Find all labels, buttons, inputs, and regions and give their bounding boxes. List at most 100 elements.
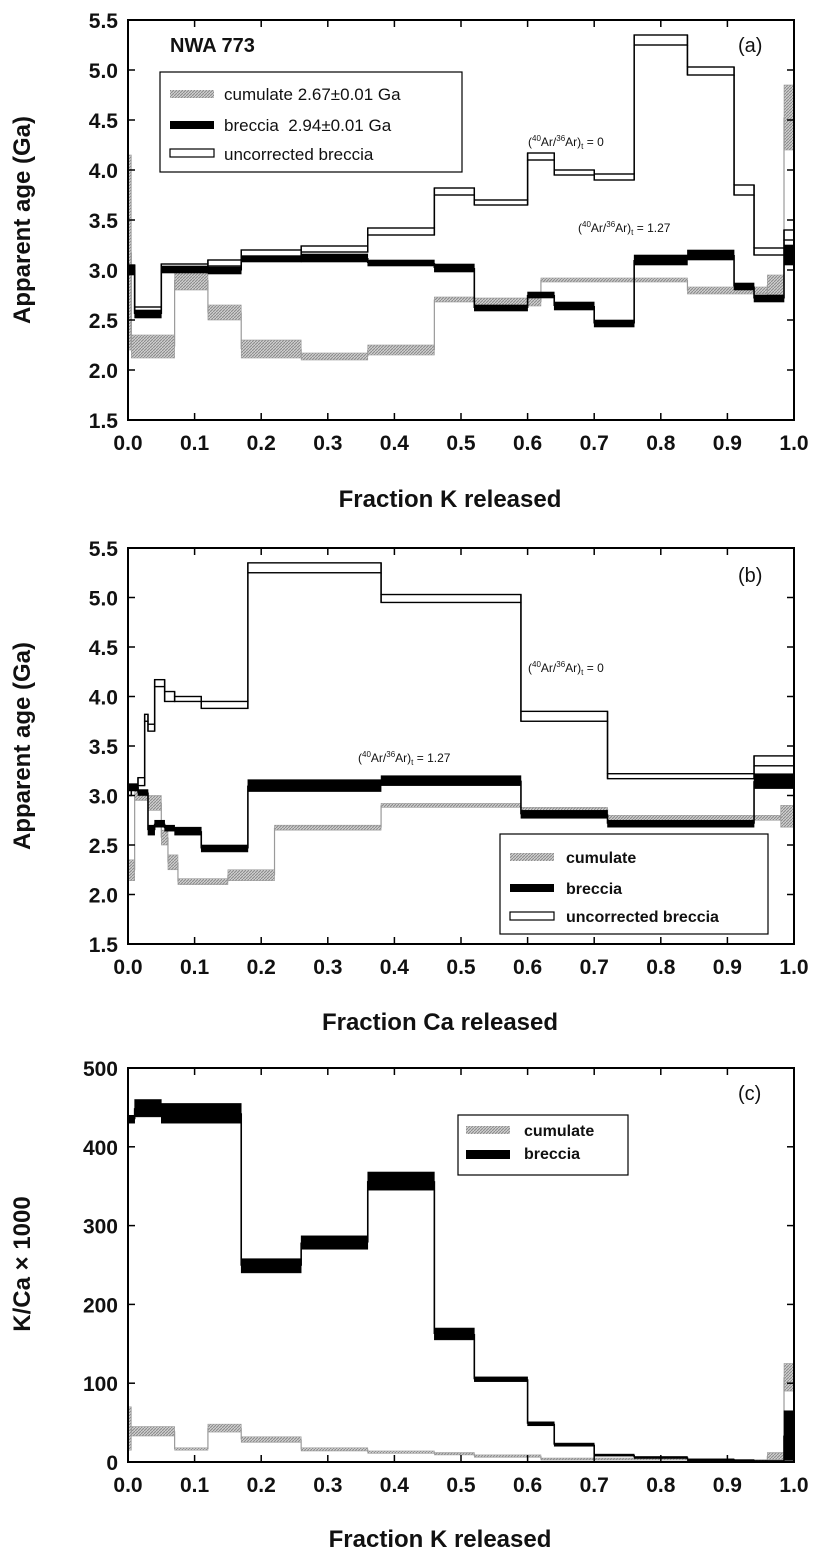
y-tick-label: 3.0	[89, 260, 118, 283]
y-tick-label: 4.0	[89, 687, 118, 710]
step-box	[174, 826, 202, 836]
series-uncorrected-breccia	[127, 34, 795, 314]
step-box	[274, 824, 382, 831]
step-box	[553, 1442, 595, 1447]
x-tick-label: 0.8	[646, 956, 676, 979]
step-box	[380, 775, 522, 786]
x-tick-label: 0.9	[713, 956, 742, 979]
x-tick-label: 0.5	[446, 956, 476, 979]
plot-a-annotation-ratio-127: (40Ar/36Ar)t = 1.27	[578, 220, 671, 237]
step-box	[380, 803, 522, 808]
step-box	[240, 1436, 302, 1443]
step-box	[780, 805, 795, 828]
x-tick-label: 0.8	[646, 432, 676, 455]
step-box	[593, 1453, 635, 1457]
plot-a-x-tick-labels: 0.0 0.1 0.2 0.3 0.4 0.5 0.6 0.7 0.8 0.9 1.0	[113, 432, 808, 455]
step-box	[240, 255, 302, 263]
step-box	[633, 34, 689, 46]
step-box	[300, 352, 369, 361]
step-box	[367, 344, 435, 356]
step-box	[247, 562, 382, 574]
step-box	[733, 282, 755, 291]
step-box	[553, 169, 595, 176]
plot-a-annotation-ratio-0: (40Ar/36Ar)t = 0	[528, 134, 604, 151]
legend-c-cumulate-swatch	[466, 1126, 510, 1134]
x-tick-label: 0.0	[113, 956, 142, 979]
x-tick-label: 0.7	[580, 432, 609, 455]
step-box	[207, 266, 242, 275]
y-tick-label: 1.5	[89, 410, 119, 433]
step-box	[300, 1447, 369, 1452]
step-box	[164, 824, 175, 832]
step-box	[753, 755, 795, 767]
legend-b-cumulate-label: cumulate	[566, 850, 636, 867]
step-box	[753, 814, 781, 821]
x-tick-label: 0.0	[113, 432, 142, 455]
step-box	[527, 1421, 555, 1427]
step-box	[161, 829, 169, 846]
step-box	[163, 690, 176, 703]
y-tick-label: 2.0	[89, 885, 118, 908]
plot-b-annotation-ratio-0: (40Ar/36Ar)t = 0	[528, 660, 604, 677]
step-box	[200, 700, 249, 710]
step-box	[686, 66, 735, 76]
plot-b-legend: cumulate breccia uncorrected breccia	[499, 833, 769, 935]
legend-a-uncorrected-swatch	[169, 148, 215, 158]
plot-a-panel-letter: (a)	[738, 35, 762, 57]
x-tick-label: 0.4	[380, 432, 410, 455]
step-box	[131, 1426, 175, 1437]
legend-c-breccia-swatch	[466, 1150, 510, 1159]
plot-a-ticks	[127, 19, 795, 421]
series-cumulate	[127, 84, 795, 361]
plot-c-legend-box	[457, 1114, 629, 1176]
step-box	[783, 1363, 795, 1392]
y-tick-label: 3.5	[89, 736, 119, 759]
plot-c-legend: cumulate breccia	[457, 1114, 629, 1176]
y-tick-label: 0	[106, 1452, 118, 1475]
plot-b-annotation-ratio-127: (40Ar/36Ar)t = 1.27	[358, 750, 451, 767]
step-box	[433, 187, 476, 196]
step-box	[474, 304, 528, 312]
legend-a-cumulate-label: cumulate 2.67±0.01 Ga	[224, 85, 401, 104]
x-tick-label: 0.7	[580, 1474, 609, 1497]
plot-a-x-axis-label: Fraction K released	[339, 486, 562, 513]
y-tick-label: 500	[83, 1058, 118, 1081]
step-box	[783, 244, 795, 266]
step-box	[131, 334, 175, 359]
step-box	[593, 173, 635, 181]
step-box	[520, 810, 608, 819]
y-tick-label: 2.5	[89, 835, 119, 858]
step-box	[607, 814, 755, 821]
legend-b-breccia-swatch	[510, 884, 554, 892]
step-box	[767, 274, 785, 296]
series-cumulate	[127, 1363, 795, 1462]
step-box	[474, 1454, 542, 1458]
legend-a-breccia-label: breccia 2.94±0.01 Ga	[224, 116, 392, 135]
y-tick-label: 2.5	[89, 310, 119, 333]
x-tick-label: 0.1	[180, 1474, 210, 1497]
x-tick-label: 0.4	[380, 956, 410, 979]
step-box	[540, 277, 688, 283]
y-tick-label: 100	[83, 1373, 118, 1396]
plot-c-y-axis-label: K/Ca × 1000	[9, 1196, 36, 1331]
plot-b-y-tick-labels: 1.5 2.0 2.5 3.0 3.5 4.0 4.5 5.0 5.5	[89, 538, 119, 957]
step-box	[783, 229, 795, 241]
step-box	[380, 593, 522, 604]
step-box	[783, 1410, 795, 1461]
x-tick-label: 0.6	[513, 1474, 542, 1497]
plot-c-y-tick-labels: 0 100 200 300 400 500	[83, 1058, 118, 1475]
step-box	[633, 254, 688, 266]
y-tick-label: 1.5	[89, 934, 119, 957]
plot-c-x-tick-labels: 0.0 0.1 0.2 0.3 0.4 0.5 0.6 0.7 0.8 0.9 1.0	[113, 1474, 808, 1497]
step-box	[167, 854, 179, 871]
x-tick-label: 1.0	[779, 432, 808, 455]
step-box	[434, 296, 475, 303]
x-tick-label: 0.9	[713, 1474, 742, 1497]
step-box	[606, 773, 755, 780]
x-tick-label: 0.2	[247, 1474, 276, 1497]
x-tick-label: 0.3	[313, 432, 342, 455]
x-tick-label: 0.0	[113, 1474, 142, 1497]
y-tick-label: 2.0	[89, 360, 118, 383]
step-box	[137, 789, 149, 796]
y-tick-label: 300	[83, 1216, 118, 1239]
